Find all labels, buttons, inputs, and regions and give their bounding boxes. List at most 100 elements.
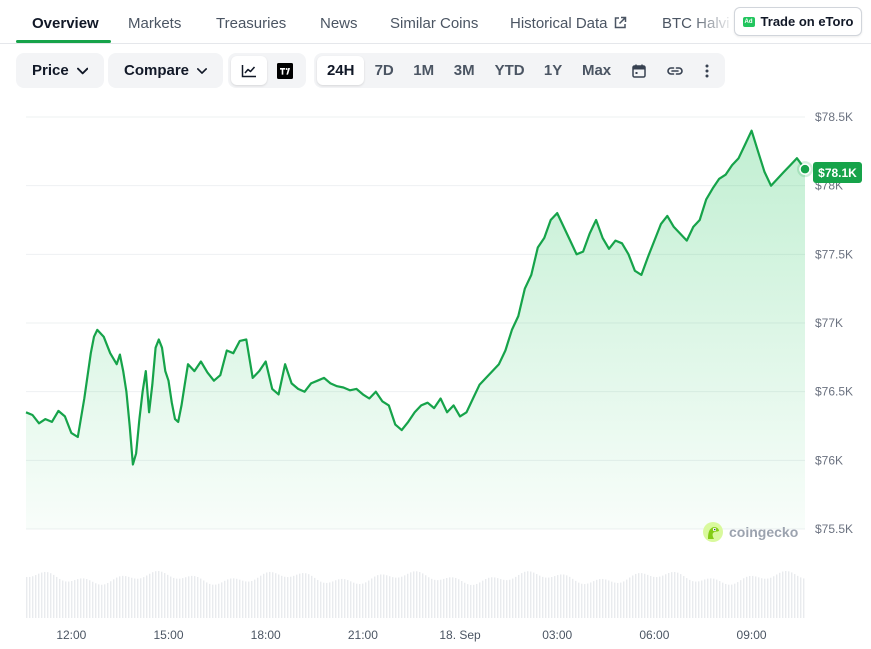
volume-bar: [653, 576, 655, 618]
volume-bar: [764, 578, 766, 618]
volume-bar: [323, 582, 325, 618]
volume-bar: [185, 577, 187, 618]
volume-bar: [779, 572, 781, 618]
volume-bar: [743, 578, 745, 618]
volume-bar: [422, 573, 424, 618]
tab-similar-coins[interactable]: Similar Coins: [390, 15, 479, 32]
volume-bar: [257, 577, 259, 618]
volume-bar: [662, 575, 664, 618]
volume-bar: [200, 578, 202, 618]
volume-bar: [122, 575, 124, 618]
line-chart-icon: [241, 64, 256, 77]
volume-bar: [152, 572, 154, 618]
tab-historical-data[interactable]: Historical Data: [510, 15, 627, 32]
volume-bar: [368, 580, 370, 618]
compare-dropdown[interactable]: Compare: [108, 53, 223, 88]
y-tick-label: $76.5K: [815, 385, 853, 399]
volume-bar: [293, 575, 295, 618]
range-max-button[interactable]: Max: [581, 62, 612, 79]
volume-bar: [173, 577, 175, 618]
volume-bar: [266, 572, 268, 618]
volume-bar: [734, 583, 736, 618]
volume-bar: [53, 574, 55, 618]
date-range-button[interactable]: [621, 56, 657, 85]
price-dropdown[interactable]: Price: [16, 53, 104, 88]
range-1m-button[interactable]: 1M: [413, 62, 435, 79]
volume-bar: [251, 580, 253, 618]
volume-bar: [785, 571, 787, 618]
volume-bar: [104, 584, 106, 618]
volume-bar: [644, 573, 646, 618]
volume-bar: [98, 584, 100, 618]
volume-bar: [506, 580, 508, 618]
x-tick-label: 09:00: [737, 628, 767, 642]
volume-bar: [224, 580, 226, 618]
volume-bar: [110, 581, 112, 618]
volume-bar: [776, 574, 778, 618]
trade-on-etoro-label: Trade on eToro: [760, 14, 854, 29]
volume-bar: [656, 577, 658, 618]
tab-news[interactable]: News: [320, 15, 358, 32]
volume-bar: [614, 582, 616, 618]
price-line: [25, 129, 806, 466]
volume-bar: [752, 575, 754, 618]
volume-bar: [263, 573, 265, 618]
volume-bar: [320, 581, 322, 618]
volume-bar: [599, 579, 601, 618]
volume-bar: [593, 581, 595, 618]
volume-bar: [623, 581, 625, 618]
volume-bar: [755, 576, 757, 618]
volume-bar: [587, 583, 589, 618]
volume-bar: [281, 575, 283, 618]
more-options-button[interactable]: [692, 56, 722, 85]
tab-overview[interactable]: Overview: [32, 15, 99, 32]
volume-bar: [380, 574, 382, 618]
volume-bar: [758, 577, 760, 618]
volume-bar: [80, 578, 82, 618]
line-chart-button[interactable]: [231, 56, 267, 85]
volume-bar: [146, 575, 148, 618]
volume-bar: [212, 584, 214, 618]
volume-bar: [554, 576, 556, 618]
volume-bar: [155, 571, 157, 618]
coingecko-logo-icon: [703, 522, 723, 542]
volume-bar: [401, 576, 403, 618]
share-link-button[interactable]: [657, 56, 693, 85]
current-price-badge: $78.1K: [813, 162, 862, 183]
range-3m-button[interactable]: 3M: [453, 62, 475, 79]
trade-on-etoro-button[interactable]: Ad Trade on eToro: [734, 7, 862, 36]
volume-bar: [416, 571, 418, 618]
volume-bar: [47, 572, 49, 618]
volume-bar: [719, 581, 721, 618]
range-24h-button[interactable]: 24H: [317, 56, 365, 85]
volume-bar: [563, 574, 565, 618]
coingecko-watermark: coingecko: [702, 521, 798, 543]
price-chart[interactable]: $78.5K$78K$77.5K$77K$76.5K$76K$75.5K 12:…: [0, 100, 871, 649]
volume-bar: [245, 581, 247, 618]
volume-bar: [62, 580, 64, 618]
volume-bar: [788, 571, 790, 618]
price-area-fill: [26, 130, 805, 529]
volume-bar: [674, 571, 676, 618]
volume-bar: [707, 578, 709, 618]
volume-bar: [434, 579, 436, 618]
volume-bar: [287, 577, 289, 618]
volume-bar: [440, 579, 442, 618]
range-7d-button[interactable]: 7D: [374, 62, 394, 79]
tab-markets[interactable]: Markets: [128, 15, 182, 32]
time-range-selector: 24H 7D 1M 3M YTD 1Y Max: [314, 53, 725, 88]
volume-bar: [308, 574, 310, 618]
volume-bar: [290, 576, 292, 618]
range-1y-button[interactable]: 1Y: [543, 62, 563, 79]
compare-dropdown-label: Compare: [124, 62, 190, 79]
volume-bar: [626, 579, 628, 618]
volume-bar: [731, 584, 733, 618]
tradingview-chart-button[interactable]: [267, 56, 303, 85]
volume-bar: [41, 572, 43, 618]
volume-bar: [572, 578, 574, 618]
volume-bar: [617, 582, 619, 618]
volume-bar: [800, 577, 802, 618]
range-ytd-button[interactable]: YTD: [494, 62, 525, 79]
y-tick-label: $75.5K: [815, 522, 853, 536]
tab-treasuries[interactable]: Treasuries: [216, 15, 287, 32]
